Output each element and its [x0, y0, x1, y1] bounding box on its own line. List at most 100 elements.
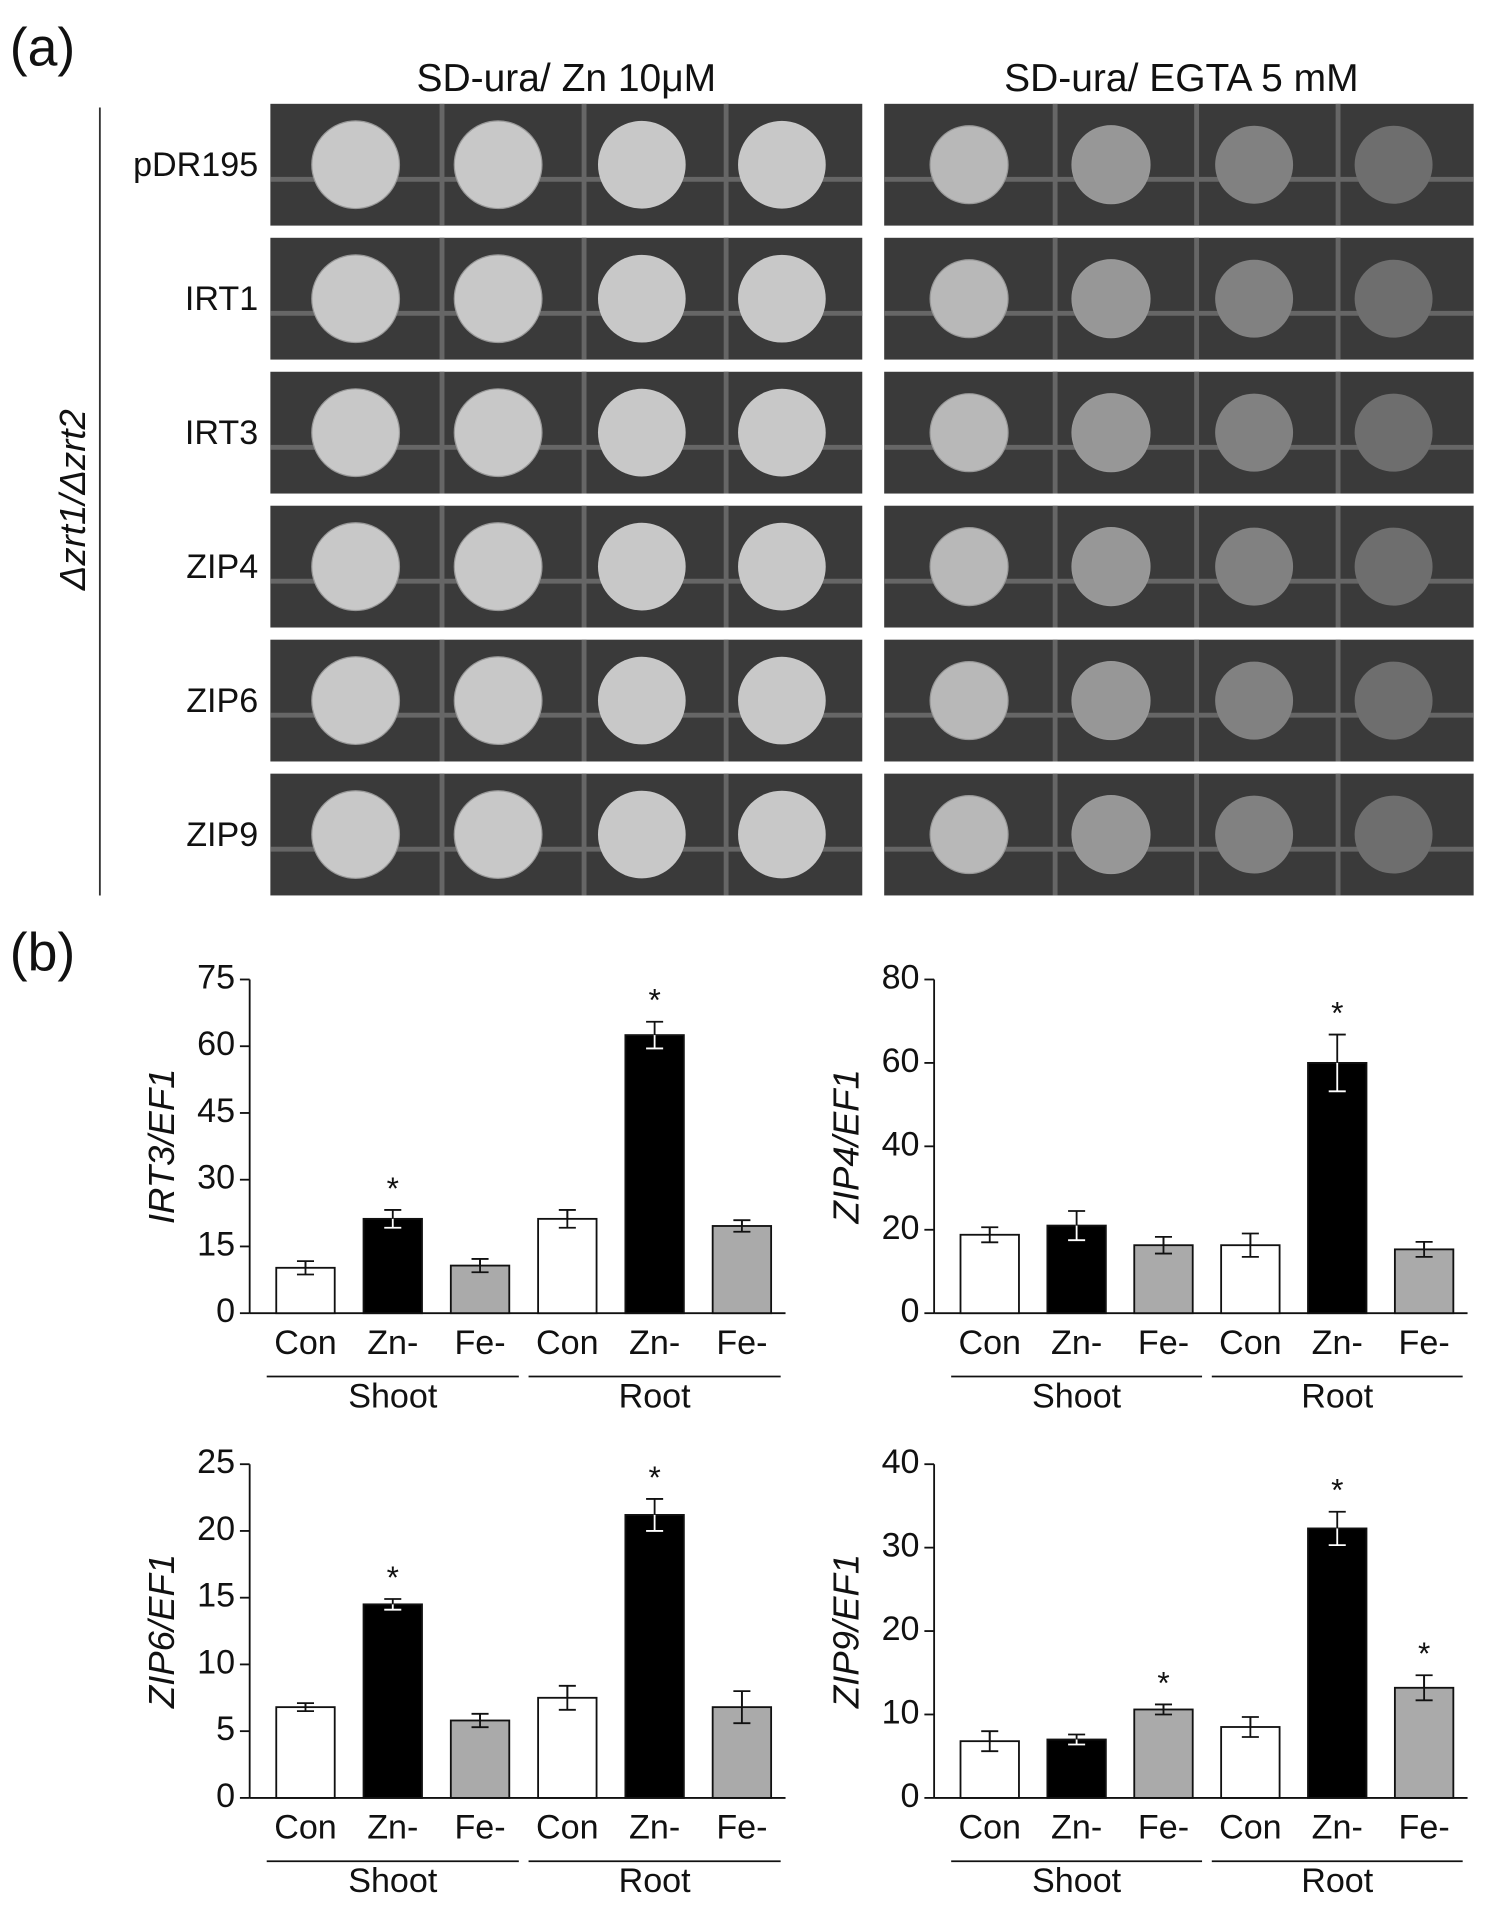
colony-spot [1071, 794, 1151, 875]
y-tick-label: 80 [882, 959, 920, 997]
colony-spot [1354, 795, 1433, 874]
x-tick-label: Con [536, 1809, 599, 1847]
bar [362, 1217, 423, 1315]
x-tick-label: Fe- [716, 1809, 767, 1847]
colony-spot [1215, 795, 1294, 874]
colony-spot [311, 790, 401, 880]
y-axis-label: ZIP4/EF1 [826, 1069, 867, 1224]
colony-spot [453, 790, 543, 880]
x-tick-label: Fe- [1399, 1324, 1450, 1362]
y-tick-label: 60 [197, 1025, 235, 1063]
colony-spot [1354, 527, 1433, 606]
y-tick-label: 75 [197, 959, 235, 997]
colony-spot [311, 522, 401, 612]
x-tick-label: Con [536, 1324, 599, 1362]
colony-spot [1071, 259, 1151, 339]
bar [449, 1264, 511, 1315]
group-label: Shoot [348, 1377, 438, 1415]
y-tick-label: 45 [197, 1092, 235, 1130]
y-tick-label: 5 [216, 1710, 235, 1748]
colony-spot [453, 522, 543, 612]
x-tick-label: Fe- [1138, 1324, 1189, 1362]
colony-spot [597, 388, 686, 477]
colony-spot [1354, 393, 1433, 472]
bar [1393, 1248, 1455, 1315]
colony-spot [738, 790, 826, 879]
colony-spot [1215, 125, 1294, 204]
bar [362, 1603, 423, 1799]
bar [537, 1217, 598, 1315]
colony-spot [1071, 527, 1151, 607]
bar [1393, 1686, 1455, 1799]
colony-spot [453, 120, 543, 210]
colony-spot [1354, 661, 1433, 740]
colony-spot [597, 120, 686, 209]
y-axis-label: ZIP9/EF1 [826, 1554, 867, 1709]
y-tick-label: 30 [197, 1159, 235, 1197]
colony-spot [311, 656, 401, 746]
colony-spot [738, 522, 826, 611]
colony-spot [929, 661, 1009, 741]
colony-spot [1071, 393, 1151, 473]
row-label: ZIP9 [186, 816, 258, 854]
colony-spot [453, 656, 543, 746]
bar [275, 1706, 336, 1799]
bar [1307, 1061, 1368, 1315]
y-tick-label: 0 [216, 1777, 235, 1815]
colony-spot [929, 794, 1009, 875]
bar [1133, 1244, 1194, 1315]
colony-spot [1215, 393, 1294, 472]
colony-spot [1215, 259, 1294, 338]
x-tick-label: Fe- [1138, 1809, 1189, 1847]
significance-marker: * [1157, 1664, 1169, 1700]
significance-marker: * [648, 1459, 660, 1495]
y-tick-label: 40 [882, 1443, 920, 1481]
colony-spot [597, 656, 686, 745]
x-tick-label: Fe- [716, 1324, 767, 1362]
x-tick-label: Zn- [1312, 1324, 1363, 1362]
colony-spot [738, 254, 826, 343]
bar [1046, 1738, 1107, 1799]
group-label: Shoot [348, 1862, 438, 1900]
colony-spot [929, 393, 1009, 473]
x-tick-label: Con [1219, 1809, 1282, 1847]
bar [624, 1034, 685, 1315]
x-tick-label: Con [274, 1324, 337, 1362]
x-tick-label: Con [958, 1809, 1021, 1847]
x-tick-label: Con [958, 1324, 1021, 1362]
colony-spot [1071, 125, 1151, 205]
group-label: Root [619, 1377, 692, 1415]
x-tick-label: Zn- [629, 1809, 680, 1847]
colony-spot [929, 259, 1009, 339]
condition-title: SD-ura/ Zn 10μM [416, 57, 716, 100]
bar [1133, 1708, 1194, 1799]
x-tick-label: Zn- [1312, 1809, 1363, 1847]
colony-spot [1071, 661, 1151, 741]
colony-spot [738, 120, 826, 209]
x-tick-label: Zn- [367, 1809, 418, 1847]
colony-spot [597, 254, 686, 343]
colony-spot [311, 120, 401, 210]
group-label: Root [1301, 1862, 1374, 1900]
colony-spot [929, 125, 1009, 205]
bar [449, 1719, 511, 1799]
x-tick-label: Zn- [1051, 1324, 1102, 1362]
x-tick-label: Zn- [367, 1324, 418, 1362]
bar [624, 1514, 685, 1799]
x-tick-label: Zn- [629, 1324, 680, 1362]
y-tick-label: 15 [197, 1225, 235, 1263]
bar [1307, 1527, 1368, 1799]
colony-spot [738, 656, 826, 745]
colony-spot [311, 254, 401, 344]
colony-spot [1215, 527, 1294, 606]
y-tick-label: 0 [901, 1292, 920, 1330]
colony-spot [1354, 259, 1433, 338]
row-label: pDR195 [133, 146, 258, 184]
significance-marker: * [648, 982, 660, 1018]
group-label: Shoot [1032, 1862, 1122, 1900]
bar [537, 1696, 598, 1799]
bar [1220, 1726, 1281, 1799]
x-tick-label: Fe- [454, 1809, 505, 1847]
x-tick-label: Con [1219, 1324, 1282, 1362]
